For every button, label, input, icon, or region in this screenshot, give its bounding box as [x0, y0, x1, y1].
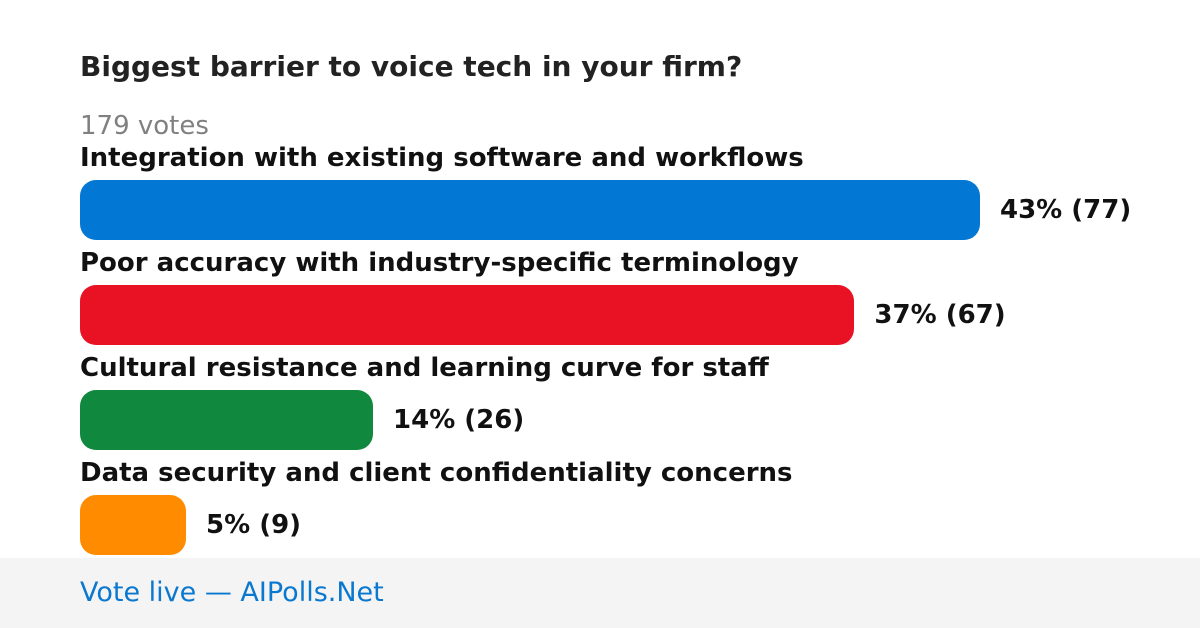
- option-label: Cultural resistance and learning curve f…: [80, 353, 769, 383]
- footer: Vote live — AIPolls.Net: [0, 558, 1200, 628]
- total-votes: 179 votes: [80, 111, 209, 141]
- option-value: 43% (77): [1000, 195, 1132, 225]
- option-bar: [80, 285, 855, 345]
- option-label: Integration with existing software and w…: [80, 143, 804, 173]
- option-value: 5% (9): [206, 510, 302, 540]
- footer-link[interactable]: Vote live — AIPolls.Net: [80, 577, 384, 608]
- option-bar: [80, 180, 980, 240]
- option-value: 37% (67): [874, 300, 1006, 330]
- poll-title: Biggest barrier to voice tech in your fi…: [80, 50, 743, 83]
- option-label: Data security and client confidentiality…: [80, 458, 793, 488]
- option-bar: [80, 390, 374, 450]
- option-value: 14% (26): [393, 405, 525, 435]
- option-bar: [80, 495, 186, 555]
- option-label: Poor accuracy with industry-specific ter…: [80, 248, 799, 278]
